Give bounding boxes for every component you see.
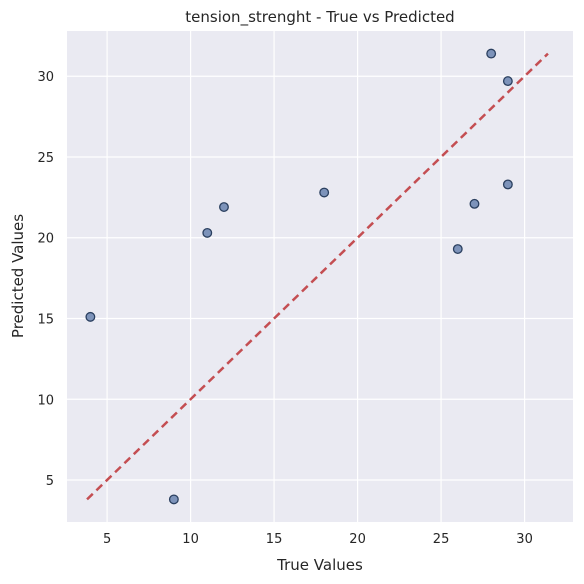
grid [67,31,573,522]
reference-line-group [86,52,549,501]
x-tick-label: 30 [516,532,533,547]
data-point [452,244,463,254]
y-tick-label: 25 [37,151,54,166]
x-axis-label: True Values [276,556,363,574]
x-tick-label: 20 [349,532,366,547]
x-tick-label: 15 [266,532,283,547]
y-tick-label: 20 [37,232,54,247]
data-point [168,494,179,505]
x-tick-label: 25 [433,532,450,547]
data-point [469,198,480,209]
data-point [85,311,96,322]
x-tick-labels: 5 10 15 20 25 30 [103,532,533,547]
y-tick-label: 15 [37,312,54,327]
data-point [202,227,213,238]
data-point [219,202,229,212]
data-point [502,76,513,87]
y-tick-label: 30 [37,70,54,85]
x-tick-label: 5 [103,532,111,547]
y-tick-labels: 5 10 15 20 25 30 [37,70,54,489]
data-points [85,48,513,505]
y-tick-label: 5 [46,474,54,489]
plot-background [67,31,573,522]
x-tick-label: 10 [182,532,199,547]
data-point [319,187,330,198]
data-point [502,179,513,190]
chart-title: tension_strenght - True vs Predicted [185,8,454,27]
data-point [486,48,497,59]
y-axis-label: Predicted Values [9,214,27,338]
reference-line [86,52,549,501]
y-tick-label: 10 [37,393,54,408]
